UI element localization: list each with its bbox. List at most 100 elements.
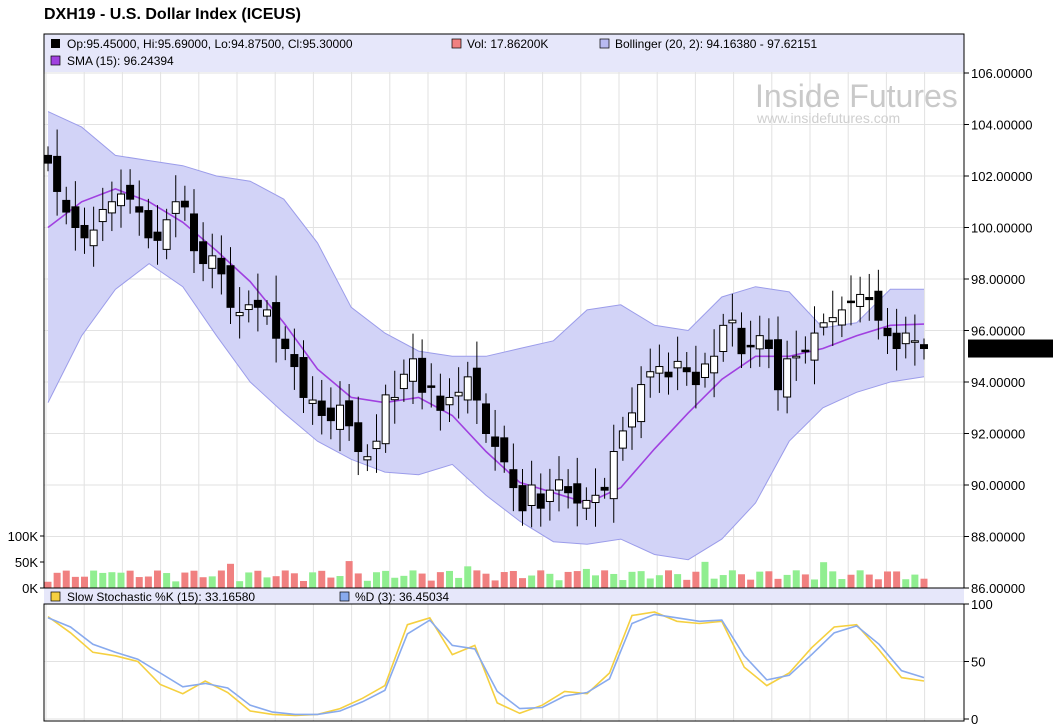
candle-body bbox=[244, 304, 253, 311]
volume-bar bbox=[674, 574, 682, 588]
candle-body bbox=[609, 451, 618, 500]
candle-body bbox=[664, 371, 673, 378]
volume-bar bbox=[345, 561, 353, 588]
volume-bar bbox=[646, 578, 654, 588]
volume-bar bbox=[354, 573, 362, 588]
candle-body bbox=[363, 456, 372, 461]
candle-body bbox=[62, 199, 71, 213]
volume-bar bbox=[491, 580, 499, 588]
volume-bar bbox=[801, 574, 809, 588]
stochastic-axis: 0 50 100 bbox=[964, 597, 993, 727]
candle-body bbox=[628, 412, 636, 428]
bollinger-fill bbox=[48, 111, 924, 560]
legend-bollinger: Bollinger (20, 2): 94.16380 - 97.62151 bbox=[615, 37, 817, 51]
volume-bar bbox=[820, 562, 828, 588]
stoch-d-line bbox=[47, 613, 925, 716]
price-tick-label: 92.00000 bbox=[971, 427, 1025, 442]
volume-bar bbox=[245, 572, 253, 588]
stoch-legend-bg bbox=[44, 588, 964, 604]
candle-body bbox=[153, 231, 162, 241]
price-axis: 86.00000 88.00000 90.00000 92.00000 94.00000… bbox=[964, 66, 1053, 596]
candle-body bbox=[792, 355, 801, 359]
k-swatch bbox=[50, 591, 61, 602]
stoch-panel-border bbox=[43, 603, 965, 722]
candle-body bbox=[372, 440, 381, 450]
candle-body bbox=[810, 332, 819, 361]
candle-body bbox=[728, 319, 737, 324]
bollinger-lower bbox=[47, 262, 925, 561]
candle-body bbox=[682, 367, 691, 373]
legend-stoch-k: Slow Stochastic %K (15): 33.16580 bbox=[67, 590, 255, 604]
volume-bar bbox=[619, 580, 627, 588]
volume-bar bbox=[108, 572, 116, 588]
candle-body bbox=[390, 396, 399, 401]
candle-body bbox=[719, 324, 728, 353]
volume-bar bbox=[90, 570, 98, 588]
volume-bar bbox=[373, 572, 380, 588]
candle-body bbox=[910, 340, 919, 343]
volume-bar bbox=[637, 571, 645, 588]
candle-body bbox=[381, 394, 390, 445]
candle-body bbox=[518, 485, 527, 512]
volume-tick-label: 0K bbox=[22, 581, 38, 596]
volume-bar bbox=[272, 576, 280, 588]
legend-vol: Vol: 17.86200K bbox=[467, 37, 548, 51]
candle-body bbox=[545, 489, 554, 502]
volume-bar bbox=[71, 576, 79, 588]
chart-frame bbox=[43, 33, 965, 722]
volume-bar bbox=[300, 580, 307, 588]
volume-bar bbox=[829, 571, 837, 588]
volume-bar bbox=[446, 570, 453, 588]
volume-bar bbox=[610, 573, 618, 588]
candle-body bbox=[655, 366, 664, 374]
candlesticks bbox=[44, 129, 928, 528]
main-legend-bg bbox=[44, 34, 964, 72]
candle-body bbox=[190, 213, 198, 252]
candle-body bbox=[491, 436, 500, 447]
volume-bar bbox=[436, 572, 444, 588]
price-tick-label: 100.00000 bbox=[971, 221, 1032, 236]
candle-body bbox=[436, 395, 445, 411]
volume-bar bbox=[409, 570, 417, 588]
candle-body bbox=[454, 391, 463, 397]
volume-bar bbox=[783, 574, 791, 588]
candle-body bbox=[883, 327, 892, 337]
candle-body bbox=[819, 322, 828, 328]
candle-body bbox=[336, 404, 344, 430]
candle-body bbox=[281, 338, 290, 350]
price-tick-label: 96.00000 bbox=[971, 324, 1025, 339]
volume-axis: 0K 50K 100K bbox=[8, 529, 44, 596]
volume-tick-label: 100K bbox=[8, 529, 39, 544]
candle-body bbox=[847, 300, 855, 304]
candle-body bbox=[573, 483, 582, 504]
volume-bar bbox=[418, 573, 426, 588]
volume-bar bbox=[62, 570, 70, 588]
watermark: Inside Futures www.insidefutures.com bbox=[755, 78, 958, 126]
candle-body bbox=[500, 437, 509, 463]
volume-bar bbox=[628, 571, 636, 588]
volume-bar bbox=[865, 574, 873, 588]
price-tick-label: 86.00000 bbox=[971, 581, 1025, 596]
volume-bar bbox=[847, 574, 855, 588]
candle-body bbox=[180, 200, 189, 208]
legend-ohlc: Op:95.45000, Hi:95.69000, Lo:94.87500, C… bbox=[67, 37, 353, 51]
volume-bar bbox=[692, 571, 700, 588]
volume-bar bbox=[701, 561, 709, 588]
candle-body bbox=[774, 339, 782, 391]
candle-body bbox=[856, 293, 865, 307]
stoch-tick-label: 50 bbox=[971, 655, 985, 670]
candle-body bbox=[618, 430, 627, 449]
candle-body bbox=[272, 302, 281, 339]
candle-body bbox=[345, 400, 354, 427]
candle-body bbox=[299, 357, 308, 398]
volume-bar bbox=[236, 581, 244, 588]
candle-body bbox=[317, 400, 326, 416]
candle-body bbox=[226, 265, 235, 308]
volume-bar bbox=[537, 570, 545, 588]
volume-bar bbox=[756, 571, 764, 588]
candle-body bbox=[208, 255, 217, 269]
candle-body bbox=[801, 349, 810, 353]
volume-bar bbox=[884, 571, 891, 588]
volume-bar bbox=[53, 572, 61, 588]
candle-body bbox=[536, 493, 545, 509]
